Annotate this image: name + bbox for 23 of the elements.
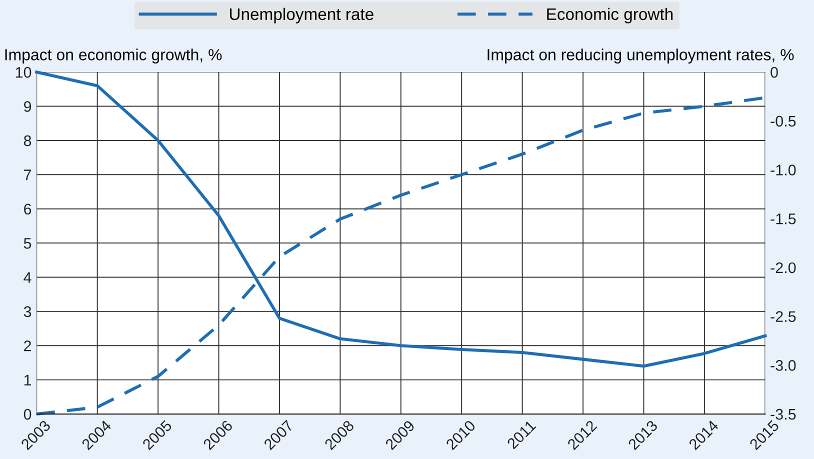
y-tick-label: 1 bbox=[24, 374, 32, 386]
y2-tick-label: -2.0 bbox=[770, 262, 796, 274]
y-tick-label: 5 bbox=[24, 238, 32, 249]
y-axis-title: Impact on economic growth, % bbox=[5, 48, 222, 64]
y2-tick-label: -0.5 bbox=[770, 116, 796, 127]
y-tick-label: 7 bbox=[24, 170, 32, 180]
y-tick-label: 8 bbox=[24, 135, 32, 146]
y-tick-label: 10 bbox=[16, 66, 32, 78]
y-tick-label: 2 bbox=[24, 340, 32, 352]
y-tick-label: 4 bbox=[24, 272, 32, 283]
y-tick-label: 3 bbox=[24, 306, 32, 318]
y-tick-label: 0 bbox=[24, 408, 32, 420]
y2-tick-label: -3.5 bbox=[770, 408, 796, 420]
y2-tick-label: -2.5 bbox=[770, 311, 796, 322]
y2-axis-title: Impact on reducing unemployment rates, % bbox=[488, 48, 794, 64]
y2-tick-label: -1.0 bbox=[770, 164, 796, 176]
y-tick-label: 9 bbox=[24, 101, 32, 112]
y-tick-label: 6 bbox=[24, 204, 32, 215]
y2-tick-label: -3.0 bbox=[770, 360, 796, 371]
y2-tick-label: 0 bbox=[770, 66, 778, 78]
legend-label: Unemployment rate bbox=[230, 8, 374, 24]
legend-label: Economic growth bbox=[547, 8, 673, 24]
y2-tick-label: -1.5 bbox=[770, 214, 796, 224]
